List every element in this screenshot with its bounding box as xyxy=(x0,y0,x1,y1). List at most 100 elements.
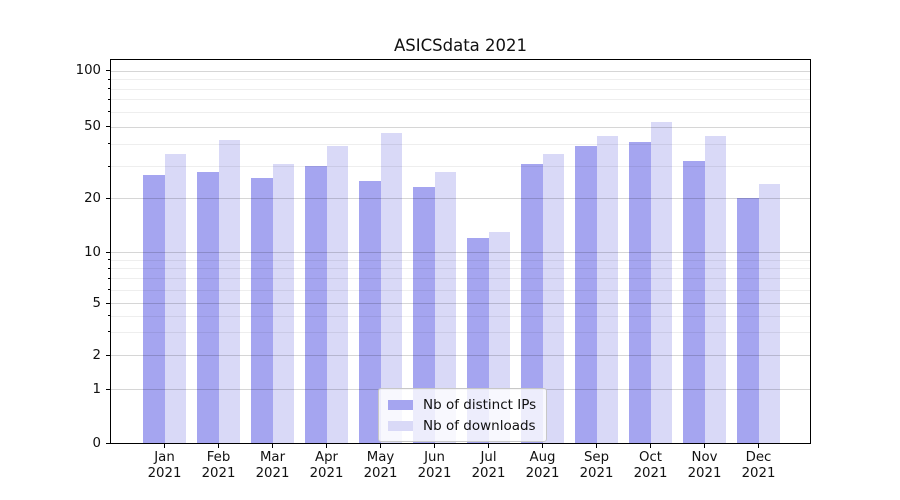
bar-downloads xyxy=(542,154,564,444)
x-tick xyxy=(272,444,273,448)
legend-label-downloads: Nb of downloads xyxy=(423,417,536,434)
x-tick-month: Dec xyxy=(745,450,772,465)
x-tick-month: Oct xyxy=(639,450,662,465)
bar-downloads xyxy=(758,183,780,444)
y-tick-minor xyxy=(108,78,110,80)
y-tick-label: 1 xyxy=(92,381,101,397)
x-tick-month: Apr xyxy=(314,450,338,465)
x-tick xyxy=(326,444,327,448)
bar-downloads xyxy=(434,171,456,444)
x-tick-year: 2021 xyxy=(363,465,398,481)
y-tick-minor xyxy=(108,111,110,113)
x-tick-year: 2021 xyxy=(687,465,722,481)
y-tick-minor xyxy=(108,88,110,90)
x-tick xyxy=(596,444,597,448)
y-tick-minor xyxy=(108,315,110,317)
x-tick-label: Aug 2021 xyxy=(515,450,571,481)
bar-distinct-ips xyxy=(575,145,597,444)
y-tick xyxy=(106,443,110,444)
bar-distinct-ips xyxy=(629,141,651,444)
x-tick xyxy=(704,444,705,448)
y-tick-minor xyxy=(108,98,110,100)
x-tick-year: 2021 xyxy=(741,465,776,481)
y-tick-label: 100 xyxy=(75,63,101,79)
x-tick-label: Mar 2021 xyxy=(245,450,301,481)
y-tick xyxy=(106,197,110,199)
x-tick-label: Feb 2021 xyxy=(191,450,247,481)
legend: Nb of distinct IPs Nb of downloads xyxy=(378,388,548,442)
bar-distinct-ips xyxy=(197,171,219,444)
x-tick-year: 2021 xyxy=(579,465,614,481)
legend-swatch-distinct-ips xyxy=(388,399,413,410)
x-tick-label: Apr 2021 xyxy=(299,450,355,481)
x-tick-month: Sep xyxy=(583,450,610,465)
y-tick-label: 5 xyxy=(92,295,101,311)
x-tick-year: 2021 xyxy=(417,465,452,481)
x-tick-year: 2021 xyxy=(255,465,290,481)
x-tick-year: 2021 xyxy=(471,465,506,481)
x-tick xyxy=(542,444,543,448)
bar-distinct-ips xyxy=(305,166,327,444)
y-tick-label: 50 xyxy=(84,119,101,134)
y-tick-label: 0 xyxy=(92,436,101,451)
bar-downloads xyxy=(596,136,618,444)
x-tick-month: Feb xyxy=(206,450,231,465)
bar-downloads xyxy=(218,140,240,444)
bar-distinct-ips xyxy=(413,187,435,444)
y-tick xyxy=(106,302,110,304)
bar-distinct-ips xyxy=(143,174,165,444)
x-tick-label: Jan 2021 xyxy=(137,450,193,481)
bar-downloads xyxy=(704,136,726,444)
x-tick-month: Nov xyxy=(691,450,718,465)
y-tick-minor xyxy=(108,143,110,145)
y-tick xyxy=(106,354,110,356)
x-tick-label: Jul 2021 xyxy=(461,450,517,481)
y-tick xyxy=(106,251,110,253)
legend-item-distinct-ips: Nb of distinct IPs xyxy=(388,394,536,415)
y-tick-minor xyxy=(108,289,110,291)
y-tick xyxy=(106,126,110,127)
bar-distinct-ips xyxy=(359,180,381,444)
x-tick-label: Sep 2021 xyxy=(569,450,625,481)
x-tick-year: 2021 xyxy=(525,465,560,481)
x-tick xyxy=(218,444,219,448)
y-tick xyxy=(106,388,110,390)
legend-label-distinct-ips: Nb of distinct IPs xyxy=(423,396,537,413)
bar-downloads xyxy=(380,133,402,444)
x-tick xyxy=(758,444,759,448)
x-tick xyxy=(650,444,651,448)
y-tick-label: 2 xyxy=(92,347,101,363)
x-tick-year: 2021 xyxy=(201,465,236,481)
bar-distinct-ips xyxy=(521,163,543,444)
x-tick-month: May xyxy=(366,450,395,465)
x-tick-month: Jul xyxy=(480,450,497,465)
bar-downloads xyxy=(650,121,672,444)
bar-downloads xyxy=(164,154,186,444)
y-tick-label: 10 xyxy=(84,244,101,260)
x-tick-month: Mar xyxy=(259,450,286,465)
x-tick-year: 2021 xyxy=(309,465,344,481)
x-tick-label: May 2021 xyxy=(353,450,409,481)
x-tick-label: Dec 2021 xyxy=(731,450,787,481)
bar-downloads xyxy=(326,145,348,444)
y-tick-minor xyxy=(108,331,110,333)
x-tick xyxy=(164,444,165,448)
bar-distinct-ips xyxy=(683,161,705,444)
y-tick-label: 20 xyxy=(84,190,101,206)
x-tick-label: Nov 2021 xyxy=(677,450,733,481)
bar-downloads xyxy=(272,163,294,444)
x-tick xyxy=(488,444,489,448)
bar-distinct-ips xyxy=(737,198,759,444)
x-tick xyxy=(434,444,435,448)
x-tick-month: Jun xyxy=(424,450,445,465)
legend-item-downloads: Nb of downloads xyxy=(388,415,536,436)
x-tick-month: Jan xyxy=(154,450,175,465)
plot-area xyxy=(110,59,811,444)
y-tick-minor xyxy=(108,165,110,167)
x-tick-year: 2021 xyxy=(147,465,182,481)
x-tick-year: 2021 xyxy=(633,465,668,481)
x-tick-month: Aug xyxy=(529,450,556,465)
y-tick-minor xyxy=(108,277,110,279)
x-tick-label: Jun 2021 xyxy=(407,450,463,481)
